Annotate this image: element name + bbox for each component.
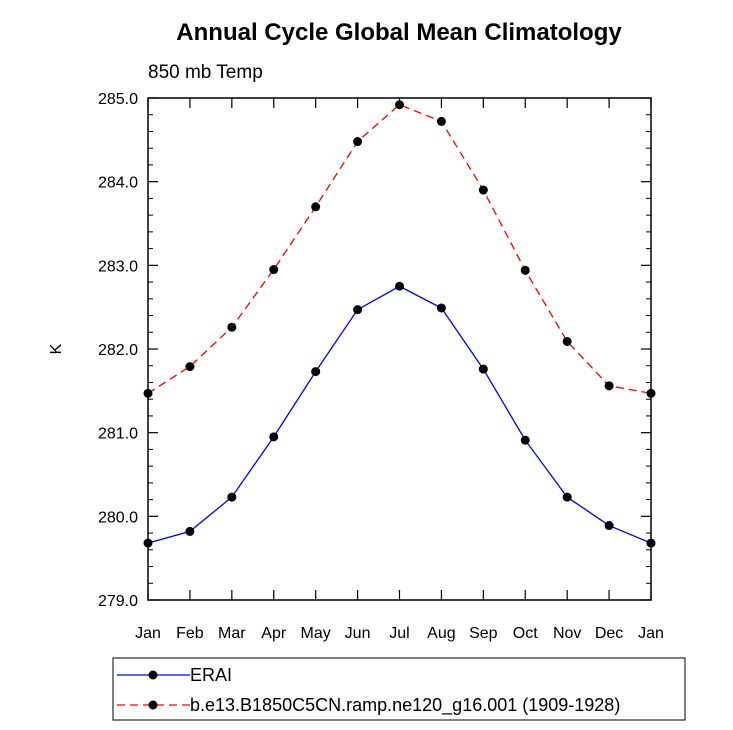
x-tick-label: Jan [638, 625, 664, 642]
series-1-point [311, 202, 321, 212]
x-axis: Jan Feb Mar Apr May Jun Jul Aug Sep Oct Nov Dec Jan [135, 98, 664, 642]
x-tick-label: Mar [218, 625, 246, 642]
series-0-point [143, 538, 153, 548]
legend-label-model: b.e13.B1850C5CN.ramp.ne120_g16.001 (1909… [190, 695, 620, 716]
series-1-point [520, 265, 530, 275]
series-0-point [311, 367, 321, 377]
series-1-point [395, 100, 404, 110]
legend-box [112, 657, 686, 721]
series-1-point [269, 265, 279, 275]
y-axis: 279.0 280.0 281.0 282.0 283.0 284.0 285.0 [98, 91, 651, 610]
series-0-point [478, 364, 488, 374]
series-1-point [646, 388, 656, 398]
series-0-point [395, 281, 404, 291]
x-tick-label: Jul [389, 625, 409, 642]
series-1-point [562, 336, 572, 346]
series-0-point [520, 435, 530, 445]
series-1-point [143, 388, 153, 398]
y-axis-label: K [48, 343, 65, 354]
series-1-point [436, 116, 446, 126]
series-0-point [227, 492, 237, 502]
legend-label-erai: ERAI [190, 665, 232, 685]
series-0-point [269, 432, 279, 442]
x-tick-label: May [301, 625, 331, 642]
x-tick-label: Oct [513, 625, 538, 642]
series-1-point [604, 381, 614, 391]
y-tick-label: 282.0 [98, 342, 138, 359]
legend: ERAI b.e13.B1850C5CN.ramp.ne120_g16.001 … [112, 657, 686, 721]
x-tick-label: Jun [345, 625, 371, 642]
plot-frame [147, 97, 652, 601]
y-tick-label: 279.0 [98, 593, 138, 610]
y-tick-label: 283.0 [98, 258, 138, 275]
series-1-point [353, 137, 363, 147]
x-tick-label: Nov [553, 625, 581, 642]
series-1-point [478, 185, 488, 195]
series-1-point [227, 322, 237, 332]
x-tick-label: Aug [427, 625, 455, 642]
chart-subtitle: 850 mb Temp [148, 62, 263, 83]
legend-marker-model [148, 700, 158, 710]
series-line-0 [147, 285, 652, 544]
x-tick-label: Apr [261, 625, 287, 642]
series-0-point [185, 526, 195, 536]
plot-series [143, 100, 656, 548]
series-1-point [185, 362, 195, 372]
series-0-point [562, 492, 572, 502]
series-0-point [604, 521, 614, 531]
legend-marker-erai [148, 670, 158, 680]
x-tick-label: Dec [595, 625, 623, 642]
chart-title: Annual Cycle Global Mean Climatology [176, 19, 622, 46]
x-tick-label: Feb [176, 625, 204, 642]
y-tick-label: 284.0 [98, 175, 138, 192]
y-tick-label: 280.0 [98, 509, 138, 526]
x-tick-label: Sep [469, 625, 498, 642]
series-0-point [353, 305, 363, 315]
series-0-point [646, 538, 656, 548]
series-0-point [436, 303, 446, 313]
x-tick-label: Jan [135, 625, 161, 642]
series-line-1 [147, 103, 652, 394]
y-tick-label: 285.0 [98, 91, 138, 108]
y-tick-label: 281.0 [98, 426, 138, 443]
